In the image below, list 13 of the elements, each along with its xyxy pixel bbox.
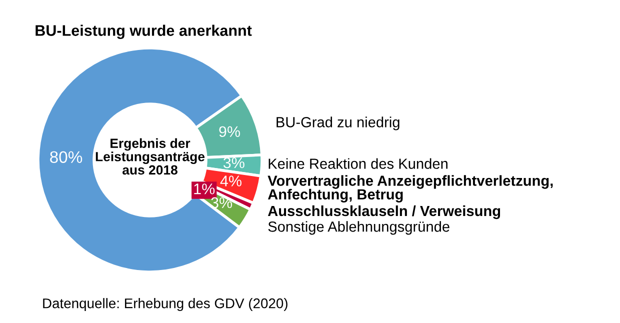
data-label: 4% <box>220 176 242 186</box>
data-label: 1% <box>194 184 215 194</box>
slice-label: Keine Reaktion des Kunden <box>268 158 448 169</box>
slice-label: BU-Leistung wurde anerkannt <box>36 24 252 40</box>
slice-label: Vorvertragliche Anzeigepflichtverletzung, Anfechtung, Betrug <box>268 175 553 202</box>
slice-label: Ausschlussklauseln / Verweisung <box>268 205 500 220</box>
data-label: 80% <box>50 151 82 164</box>
data-label: 3% <box>223 157 244 168</box>
slice-label: Sonstige Ablehnungsgründe <box>268 221 450 235</box>
text: Ergebnis der Leistungsanträge aus 2018 <box>96 138 205 175</box>
slice-label: BU-Grad zu niedrig <box>276 116 400 130</box>
data-label: 9% <box>219 126 240 138</box>
text: Datenquelle: Erhebung des GDV (2020) <box>43 298 288 311</box>
